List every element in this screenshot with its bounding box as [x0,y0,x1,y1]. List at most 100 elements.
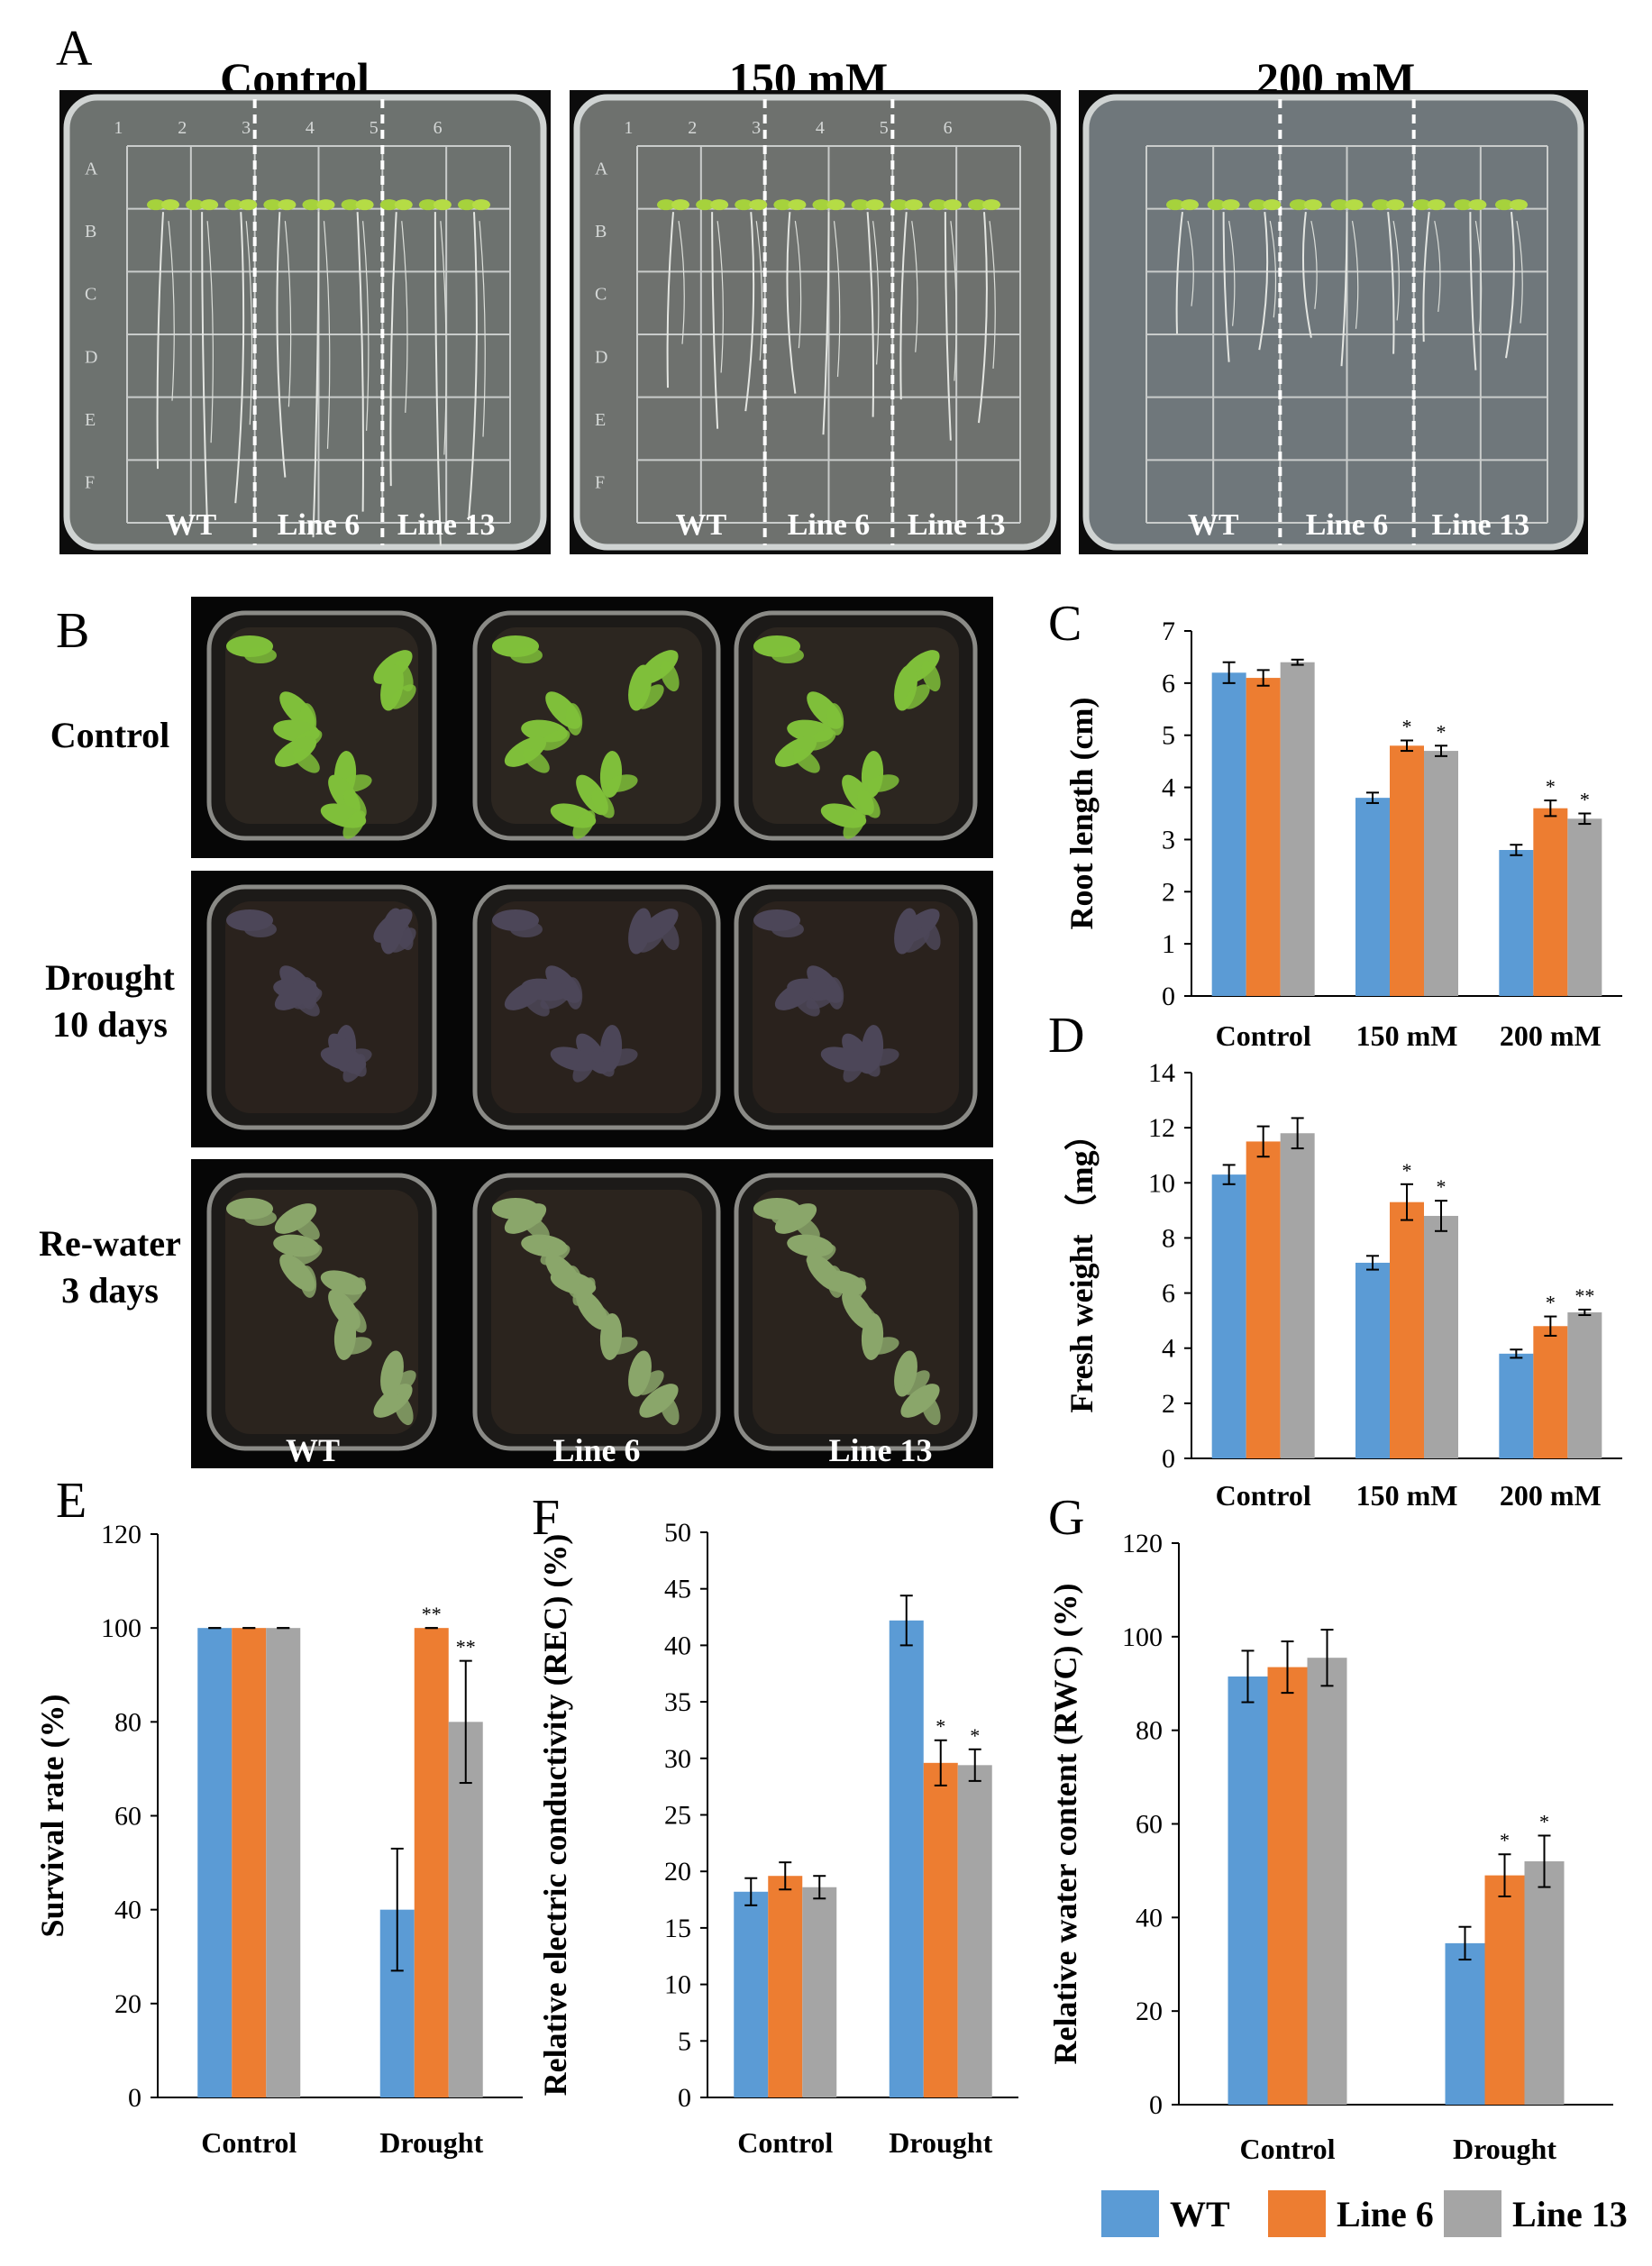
significance-mark: * [1546,775,1556,798]
bar-line6 [414,1628,449,2097]
panel-g-letter: G [1048,1490,1085,1546]
y-tick-label: 25 [664,1801,691,1831]
y-tick-label: 100 [1122,1622,1163,1652]
y-tick-label: 0 [128,2083,141,2113]
y-axis-label: Survival rate (%) [36,1695,70,1938]
plate-column-number: 5 [370,118,379,138]
category-label: 150 mM [1356,1019,1458,1052]
bar-line13 [1524,1861,1565,2105]
y-tick-label: 10 [1148,1168,1175,1198]
y-tick-label: 35 [664,1687,691,1717]
y-tick-label: 2 [1162,1389,1175,1419]
genotype-label: Line 13 [828,1432,932,1468]
plate-column-number: 2 [688,118,697,138]
bar-line13 [802,1887,837,2097]
plate-row-letter: C [85,285,96,305]
plate-lane-label: Line 6 [278,508,361,542]
y-tick-label: 0 [1162,982,1175,1011]
bar-wt [889,1620,924,2097]
category-label: Control [1216,1479,1311,1512]
bar-line6 [232,1628,267,2097]
y-tick-label: 20 [664,1857,691,1887]
plate-row-letter: B [85,222,96,242]
genotype-label: WT [286,1432,340,1468]
y-tick-label: 4 [1162,773,1175,803]
y-tick-label: 80 [1136,1716,1163,1746]
y-tick-label: 4 [1162,1334,1175,1364]
plate-column-number: 1 [624,118,633,138]
bar-chart-c: 0 1 2 3 4 5 6 7 Control * * 150 mM * * 200 mM Root leng… [1063,617,1622,1052]
plate-row-letter: A [85,159,98,178]
condition-label-line: Drought [45,957,175,998]
significance-mark: * [936,1715,945,1738]
bar-wt [197,1628,233,2097]
y-axis-label: Root length (cm) [1063,698,1100,930]
y-tick-label: 8 [1162,1223,1175,1253]
panel-d-letter: D [1048,1008,1085,1064]
plate-lane-label: WT [165,508,216,542]
y-tick-label: 40 [1136,1903,1163,1932]
y-tick-label: 0 [678,2083,691,2113]
y-tick-label: 0 [1149,2090,1163,2120]
genotype-label: Line 6 [552,1432,640,1468]
plate-lane-label: WT [1188,508,1239,542]
plate-lane-label: Line 6 [1306,508,1389,542]
condition-label-line: Control [50,715,170,755]
significance-mark: * [1580,789,1590,811]
legend-label: WT [1170,2194,1230,2234]
bar-wt [1211,1174,1246,1458]
y-tick-label: 120 [1122,1529,1163,1558]
category-label: Drought [1453,2133,1556,2165]
y-tick-label: 5 [1162,721,1175,751]
plate-column-number: 4 [816,118,825,138]
bar-wt [734,1891,769,2097]
y-tick-label: 45 [664,1575,691,1604]
condition-label: Control [20,712,200,759]
y-tick-label: 1 [1162,929,1175,959]
plate-column-number: 2 [178,118,187,138]
y-tick-label: 0 [1162,1444,1175,1474]
bar-line6 [768,1876,803,2097]
bar-chart-g: 0 20 40 60 80 100 120 Control * * Drought Relative … [1047,1529,1613,2165]
y-tick-label: 6 [1162,669,1175,699]
y-tick-label: 120 [101,1520,141,1549]
bar-line6 [1267,1667,1308,2105]
bar-line13 [448,1722,483,2097]
significance-mark: * [1539,1810,1549,1832]
significance-mark: * [970,1724,980,1747]
plate-row-letter: B [595,222,607,242]
y-tick-label: 80 [114,1707,141,1737]
legend-swatch-line6 [1268,2190,1326,2237]
y-tick-label: 40 [664,1631,691,1660]
significance-mark: * [1402,716,1412,738]
pot-photo [191,871,993,1147]
bar-line6 [1390,1202,1424,1458]
y-tick-label: 10 [664,1970,691,2000]
plate-lane-label: Line 13 [1432,508,1530,542]
y-tick-label: 30 [664,1744,691,1774]
significance-mark: * [1402,1159,1412,1182]
significance-mark: * [1546,1292,1556,1314]
bar-wt [1355,1262,1390,1458]
y-tick-label: 5 [678,2026,691,2056]
plate-column-number: 5 [880,118,889,138]
plate-lane-label: Line 13 [908,508,1006,542]
bar-wt [1211,672,1246,996]
condition-label: Re-water 3 days [20,1220,200,1314]
bar-chart-f: 0 5 10 15 20 25 30 35 40 45 50 Control * * Drought Rela… [537,1518,1018,2159]
plate-row-letter: C [595,285,607,305]
plate-row-letter: F [595,473,605,493]
y-axis-label: Relative electric conductivity (REC) (%) [537,1534,573,2097]
category-label: Control [737,2126,833,2159]
bar-line13 [957,1765,992,2097]
bar-line13 [266,1628,301,2097]
condition-label-line: 3 days [61,1270,159,1311]
plate-row-letter: F [85,473,95,493]
pot-photo [191,597,993,858]
bar-wt [1355,798,1390,996]
plate-column-number: 3 [242,118,251,138]
category-label: Control [1239,2133,1335,2165]
y-tick-label: 6 [1162,1279,1175,1309]
legend-label: Line 13 [1512,2194,1628,2234]
